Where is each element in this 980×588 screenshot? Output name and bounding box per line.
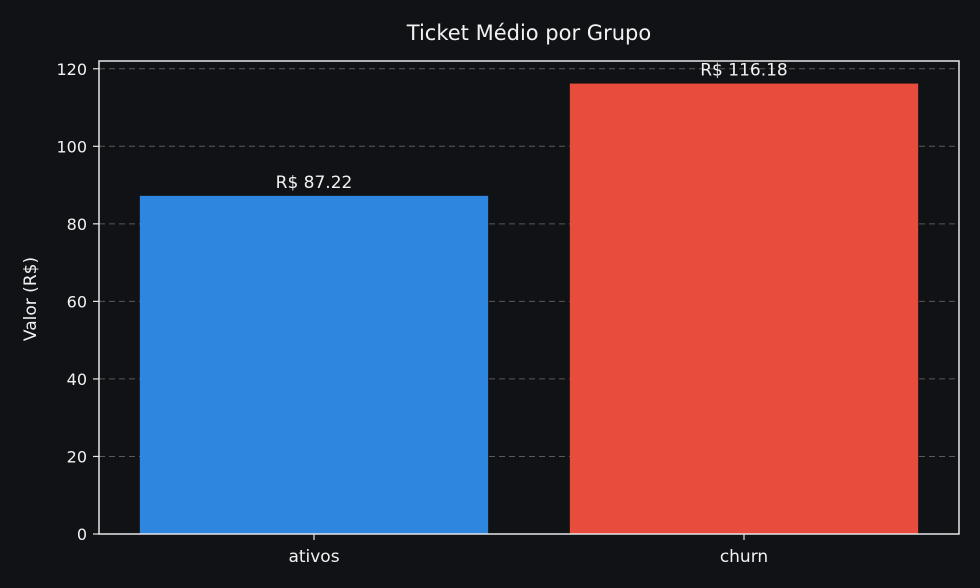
bars	[139, 83, 919, 535]
plot-frame	[98, 60, 960, 535]
y-tick-label: 20	[67, 447, 87, 466]
axes: 0 20 40 60 80 100 120 ativos churn	[56, 60, 960, 567]
x-tick-label: ativos	[288, 547, 339, 567]
data-label: R$ 116.18	[700, 61, 788, 81]
y-tick-label: 0	[77, 525, 87, 544]
data-label: R$ 87.22	[276, 173, 353, 193]
data-labels: R$ 87.22 R$ 116.18	[276, 61, 788, 193]
chart-title: Ticket Médio por Grupo	[406, 21, 651, 45]
y-tick-label: 120	[56, 60, 87, 79]
y-tick-label: 40	[67, 370, 87, 389]
x-tick-label: churn	[720, 547, 768, 567]
y-tick-label: 100	[56, 137, 87, 156]
y-tick-label: 80	[67, 215, 87, 234]
y-tick-label: 60	[67, 292, 87, 311]
bar-ativos	[139, 195, 489, 535]
bar-churn	[569, 83, 919, 534]
y-axis-label: Valor (R$)	[21, 257, 41, 341]
